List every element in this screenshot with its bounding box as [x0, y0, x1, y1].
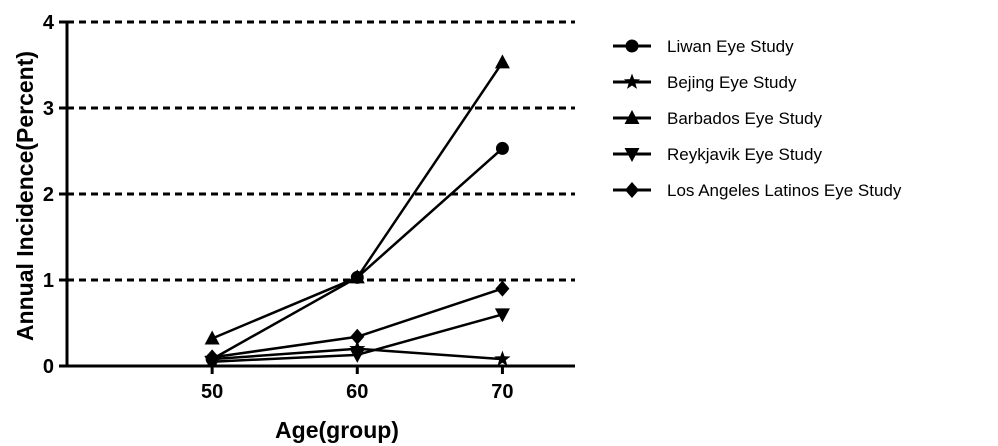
legend-item: Bejing Eye Study	[613, 73, 797, 92]
legend-label: Barbados Eye Study	[667, 109, 822, 128]
y-tick-label: 0	[43, 356, 54, 378]
legend-marker-triangle-up	[624, 110, 640, 124]
series-diamond	[205, 280, 510, 366]
x-axis-title: Age(group)	[275, 417, 399, 443]
y-axis-title: Annual Incidence(Percent)	[12, 51, 38, 341]
series-line	[211, 61, 504, 340]
series-triangle-up	[204, 54, 510, 345]
legend-item: Liwan Eye Study	[613, 37, 794, 56]
y-tick-label: 1	[43, 270, 54, 292]
legend-item: Los Angeles Latinos Eye Study	[613, 181, 902, 200]
x-tick-label: 60	[346, 381, 368, 403]
data-point-triangle-down	[494, 308, 510, 323]
y-tick-label: 4	[43, 12, 55, 34]
y-tick-label: 2	[43, 184, 54, 206]
legend-marker-circle	[625, 39, 639, 53]
legend-label: Liwan Eye Study	[667, 37, 794, 56]
data-point-star	[494, 350, 511, 366]
x-tick-label: 50	[201, 381, 223, 403]
x-tick-label: 70	[491, 381, 513, 403]
data-point-diamond	[205, 349, 220, 366]
data-point-triangle-up	[494, 54, 510, 69]
legend-label: Reykjavik Eye Study	[667, 145, 822, 164]
data-point-triangle-down	[349, 348, 365, 363]
y-tick-label: 3	[43, 98, 54, 120]
legend-marker-star	[623, 73, 641, 89]
legend-marker-diamond	[625, 182, 639, 198]
data-point-star	[349, 340, 366, 356]
series	[204, 54, 511, 370]
legend-label: Bejing Eye Study	[667, 73, 797, 92]
legend-label: Los Angeles Latinos Eye Study	[667, 181, 902, 200]
axes: 0 1 2 3 4 50 60 70	[43, 12, 575, 403]
legend-item: Reykjavik Eye Study	[613, 145, 822, 164]
data-point-diamond	[350, 328, 365, 345]
gridlines	[67, 20, 575, 282]
data-point-diamond	[495, 280, 510, 297]
legend: Liwan Eye Study Bejing Eye Study Barbados …	[613, 37, 902, 200]
data-point-triangle-up	[349, 269, 365, 284]
data-point-triangle-up	[204, 330, 220, 345]
data-point-circle	[495, 141, 509, 155]
legend-marker-triangle-down	[624, 148, 640, 162]
legend-item: Barbados Eye Study	[613, 109, 822, 128]
